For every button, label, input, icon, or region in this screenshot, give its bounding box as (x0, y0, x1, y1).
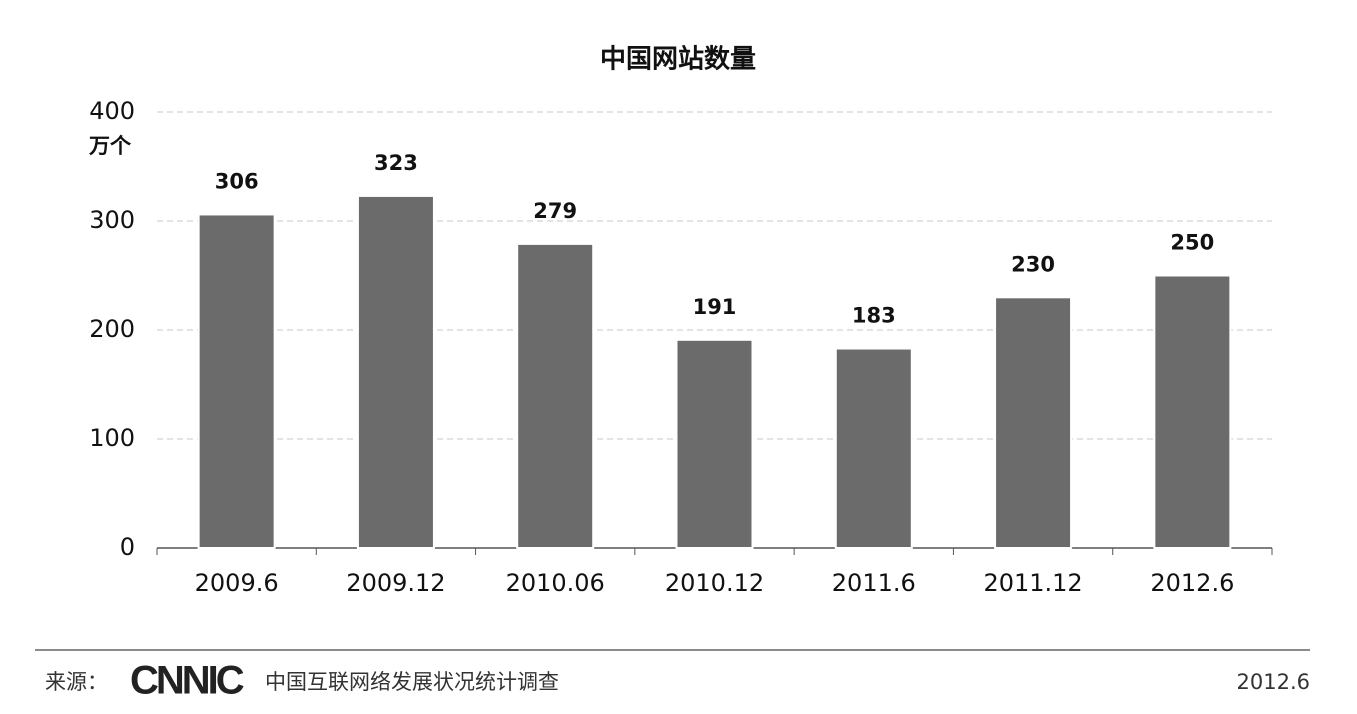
chart-title: 中国网站数量 (600, 45, 756, 75)
source-text: 中国互联网络发展状况统计调查 (265, 670, 559, 694)
value-label: 306 (215, 169, 259, 193)
source-label: 来源： (45, 670, 108, 694)
x-tick-label: 2010.12 (665, 569, 764, 597)
x-tick-label: 2009.6 (195, 569, 279, 597)
y-unit: 万个 (88, 134, 132, 158)
logo: CNNIC (130, 659, 244, 703)
value-label: 323 (374, 151, 418, 175)
bar (197, 213, 276, 550)
bar (1153, 274, 1232, 549)
bar (994, 296, 1073, 549)
bar (834, 347, 913, 549)
bar (675, 338, 754, 549)
x-tick-label: 2011.6 (832, 569, 916, 597)
x-tick-label: 2012.6 (1150, 569, 1234, 597)
bar (356, 194, 435, 549)
value-label: 250 (1170, 231, 1214, 255)
x-tick-label: 2009.12 (346, 569, 445, 597)
value-label: 230 (1011, 252, 1055, 276)
x-tick-label: 2011.12 (983, 569, 1082, 597)
value-label: 279 (533, 199, 577, 223)
value-label: 183 (852, 304, 896, 328)
y-tick-label: 300 (89, 206, 135, 234)
y-tick-label: 100 (89, 424, 135, 452)
y-tick-label: 200 (89, 315, 135, 343)
bar (516, 242, 595, 549)
footer-date: 2012.6 (1237, 670, 1310, 694)
y-tick-label: 0 (120, 533, 135, 561)
y-tick-label: 400 (89, 97, 135, 125)
value-label: 191 (693, 295, 737, 319)
x-tick-label: 2010.06 (506, 569, 605, 597)
